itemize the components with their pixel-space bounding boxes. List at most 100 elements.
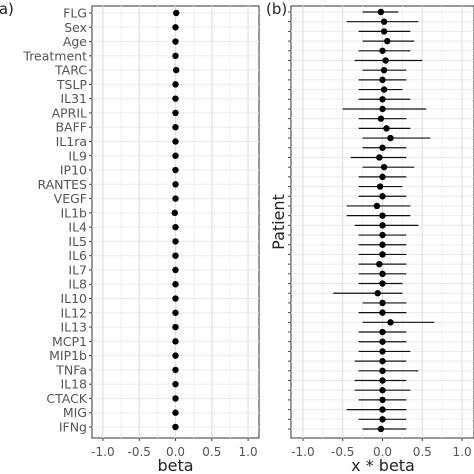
data-point <box>172 181 179 188</box>
data-point <box>379 357 386 365</box>
data-point <box>377 115 385 122</box>
y-tick-label: IL9 <box>68 148 87 163</box>
x-tick-label: -0.5 <box>127 445 150 459</box>
data-point <box>379 406 386 413</box>
x-tick-label: -1.0 <box>91 445 114 459</box>
data-point <box>172 281 179 288</box>
data-point <box>379 270 386 278</box>
data-point <box>380 66 388 74</box>
data-point <box>172 366 179 374</box>
data-point <box>172 81 179 88</box>
y-tick-label: IP10 <box>60 163 87 178</box>
data-point <box>379 96 386 103</box>
data-point <box>172 124 179 131</box>
x-tick-label: 1.0 <box>239 445 258 459</box>
data-point <box>172 238 179 245</box>
y-tick-label: IL6 <box>68 248 87 263</box>
data-point <box>387 134 394 142</box>
y-tick-label: IL1b <box>60 205 87 220</box>
y-tick-label: Treatment <box>22 48 87 63</box>
data-point <box>379 251 386 258</box>
y-tick-label: IL12 <box>60 305 87 320</box>
panel-b-ticks: -1.0 -0.5 0.0 0.5 1.0 <box>288 11 472 459</box>
data-point <box>172 380 179 388</box>
x-tick-label: -1.0 <box>291 445 314 459</box>
data-point <box>379 212 386 219</box>
panel-a-label: (a) <box>0 0 14 18</box>
data-point <box>172 223 179 231</box>
data-point <box>172 338 179 345</box>
y-tick-label: IL10 <box>60 291 87 306</box>
y-tick-label: CTACK <box>46 391 87 406</box>
panel-b: (b) -1.0 -0.5 0.0 0.5 1.0 x * beta Patient <box>266 0 474 474</box>
data-point <box>172 352 179 359</box>
data-point <box>383 125 390 132</box>
y-tick-label: IL31 <box>60 91 87 106</box>
data-point <box>379 338 386 345</box>
data-point <box>376 183 384 190</box>
data-point <box>172 295 179 302</box>
data-point <box>173 66 180 74</box>
data-point <box>379 377 386 384</box>
y-tick-label: IL18 <box>60 377 87 392</box>
data-point <box>172 166 179 174</box>
y-tick-label: TSLP <box>56 77 88 92</box>
data-point <box>379 299 386 307</box>
data-point <box>172 195 179 202</box>
data-point <box>384 37 391 45</box>
panel-b-label: (b) <box>266 0 287 18</box>
data-point <box>172 266 179 274</box>
data-point <box>172 52 179 60</box>
data-point <box>387 319 394 326</box>
data-point <box>379 280 386 287</box>
data-point <box>172 323 179 331</box>
data-point <box>380 163 388 171</box>
data-point <box>379 222 386 229</box>
data-point <box>379 396 386 404</box>
y-tick-label: MCP1 <box>52 334 87 349</box>
y-tick-label: IL13 <box>60 320 87 335</box>
y-tick-label: IL1ra <box>56 134 87 149</box>
y-tick-label: IL5 <box>68 234 87 249</box>
x-tick-label: 0.0 <box>166 445 185 459</box>
panel-a-ticks: -1.0 -0.5 0.0 0.5 1.0 <box>91 438 258 459</box>
data-point <box>377 425 385 433</box>
panel-b-marks <box>333 8 435 433</box>
y-tick-label: TARC <box>54 63 87 78</box>
data-point <box>374 290 381 297</box>
data-point <box>379 105 386 113</box>
data-point <box>379 241 386 248</box>
y-tick-label: RANTES <box>37 177 87 192</box>
data-point <box>172 152 179 159</box>
panel-b-x-axis-title: x * beta <box>351 456 415 474</box>
panel-a-x-axis-title: beta <box>157 456 193 474</box>
data-point <box>379 309 386 316</box>
y-tick-label: IL4 <box>68 220 87 235</box>
data-point <box>172 109 179 117</box>
y-tick-label: VEGF <box>54 191 87 206</box>
y-tick-label: FLG <box>63 6 87 21</box>
data-point <box>379 231 386 239</box>
y-tick-label: MIG <box>63 405 87 420</box>
data-point <box>172 138 179 145</box>
data-point <box>382 57 389 64</box>
data-point <box>379 47 386 54</box>
data-point <box>172 38 179 45</box>
data-point <box>173 9 180 17</box>
data-point <box>380 86 388 93</box>
panel-b-y-axis-title: Patient <box>269 194 288 250</box>
data-point <box>379 387 386 394</box>
y-tick-label: MIP1b <box>49 348 87 363</box>
data-point <box>376 260 383 268</box>
data-point <box>172 24 179 31</box>
data-point <box>172 95 179 102</box>
data-point <box>379 173 386 181</box>
panel-a-category-labels: FLGSexAgeTreatmentTARCTSLPIL31APRILBAFFI… <box>22 6 92 435</box>
data-point <box>377 8 385 16</box>
data-point <box>380 18 388 25</box>
y-tick-label: BAFF <box>55 120 87 135</box>
data-point <box>379 193 386 200</box>
data-point <box>379 367 386 375</box>
data-point <box>380 28 388 35</box>
